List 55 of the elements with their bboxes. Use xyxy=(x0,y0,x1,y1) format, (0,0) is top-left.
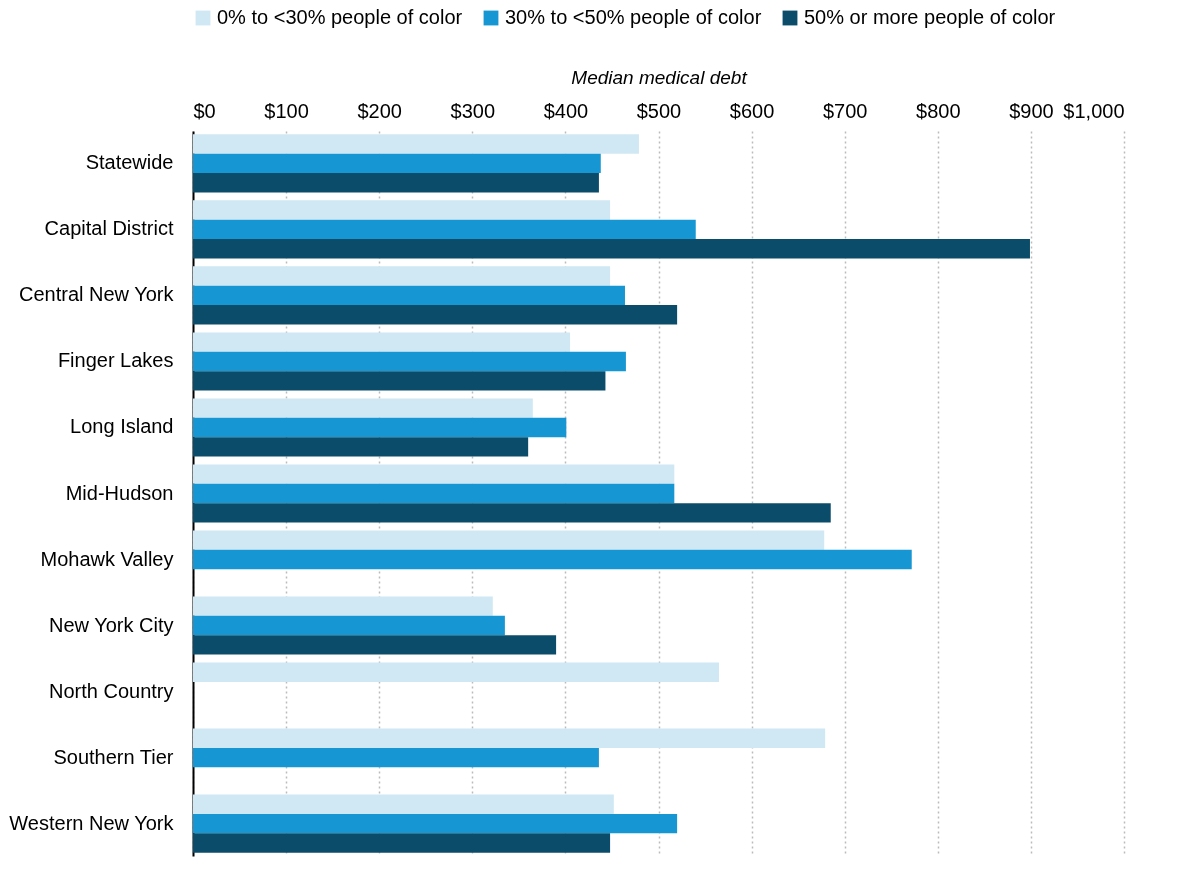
bar xyxy=(193,285,625,306)
x-tick-label: $100 xyxy=(264,99,309,122)
bar xyxy=(193,219,696,240)
bar xyxy=(193,833,611,853)
bar xyxy=(193,417,567,438)
x-tick-label: $200 xyxy=(357,99,402,122)
x-tick-label: $600 xyxy=(729,99,775,122)
x-tick-label: $900 xyxy=(1009,99,1054,122)
legend-label: 30% to <50% people of color xyxy=(505,6,762,28)
bar xyxy=(193,530,825,550)
bar xyxy=(193,596,493,616)
bar xyxy=(193,173,599,193)
bar xyxy=(193,549,912,570)
x-tick-label: $500 xyxy=(636,99,682,122)
y-tick-label: Finger Lakes xyxy=(57,349,174,372)
bar xyxy=(193,371,606,391)
bar xyxy=(193,794,614,814)
bar xyxy=(193,266,611,286)
bar xyxy=(193,483,675,504)
y-tick-label: Mid-Hudson xyxy=(65,481,174,504)
bar xyxy=(193,398,533,418)
x-axis-title: Median medical debt xyxy=(571,66,748,88)
y-tick-label: Central New York xyxy=(18,283,175,306)
bar xyxy=(193,503,831,523)
x-tick-label: $0 xyxy=(193,99,216,122)
y-tick-label: North Country xyxy=(49,679,174,702)
legend-label: 0% to <30% people of color xyxy=(217,6,463,28)
bar xyxy=(193,464,675,484)
bar xyxy=(193,747,599,768)
bar xyxy=(193,813,678,834)
x-tick-label: $700 xyxy=(822,99,868,122)
bar xyxy=(193,351,626,372)
bar xyxy=(193,239,1030,259)
legend-label: 50% or more people of color xyxy=(804,6,1056,28)
x-tick-label: $1,000 xyxy=(1063,99,1125,122)
x-tick-label: $800 xyxy=(916,99,961,122)
bar xyxy=(193,200,611,220)
x-tick-label: $400 xyxy=(543,99,589,122)
bar xyxy=(193,728,826,748)
bar xyxy=(193,332,571,352)
bar xyxy=(193,153,601,174)
bar xyxy=(193,635,557,655)
y-tick-label: Statewide xyxy=(85,151,174,174)
x-tick-label: $300 xyxy=(450,99,496,122)
y-tick-label: Western New York xyxy=(9,811,175,834)
bar xyxy=(193,662,720,682)
y-tick-label: Long Island xyxy=(70,415,174,438)
bar xyxy=(193,305,678,325)
y-tick-label: Southern Tier xyxy=(53,745,174,768)
y-tick-label: Capital District xyxy=(44,217,174,240)
y-tick-label: Mohawk Valley xyxy=(40,547,174,570)
bar xyxy=(193,615,505,636)
bar xyxy=(193,134,639,154)
y-tick-label: New York City xyxy=(49,613,174,636)
bar xyxy=(193,437,529,457)
